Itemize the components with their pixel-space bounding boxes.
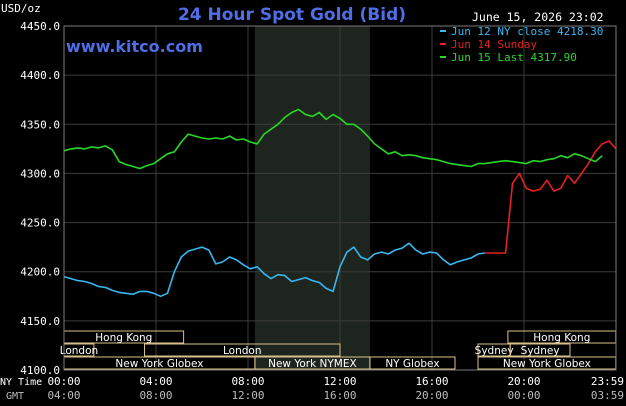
gmt-tick-label: 03:59 (591, 389, 624, 402)
y-tick-label: 4200.0 (20, 266, 60, 279)
ny-tick-label: 23:59 (591, 375, 624, 388)
gmt-tick-label: 12:00 (231, 389, 264, 402)
watermark-url: www.kitco.com (66, 37, 203, 56)
session-label: NY Globex (385, 358, 439, 370)
legend-entry: Jun 14 Sunday (451, 38, 537, 51)
gmt-tick-label: 08:00 (139, 389, 172, 402)
gmt-label: GMT (6, 391, 24, 402)
legend-entry: Jun 12 NY close 4218.30 (451, 25, 603, 38)
session-label: New York NYMEX (268, 358, 357, 370)
gmt-tick-label: 00:00 (507, 389, 540, 402)
x-tick-labels: NY TimeGMT00:0004:0004:0008:0008:0012:00… (0, 375, 624, 402)
session-box (509, 343, 571, 357)
y-axis-label: USD/oz (1, 2, 41, 15)
session-label: New York Globex (503, 358, 591, 370)
series-line-1 (484, 140, 617, 254)
session-label: London (60, 345, 99, 357)
nymex-highlight-band (254, 26, 370, 370)
ny-time-label: NY Time (0, 377, 42, 388)
series-line-2 (63, 108, 603, 170)
session-label: Hong Kong (533, 332, 590, 344)
y-tick-label: 4450.0 (20, 20, 60, 33)
grid-lines (64, 26, 616, 370)
y-tick-label: 4400.0 (20, 69, 60, 82)
gmt-tick-label: 16:00 (323, 389, 356, 402)
ny-tick-label: 08:00 (231, 375, 264, 388)
y-tick-label: 4100.0 (20, 364, 60, 377)
y-tick-label: 4300.0 (20, 167, 60, 180)
ny-tick-label: 04:00 (139, 375, 172, 388)
ny-tick-label: 20:00 (507, 375, 540, 388)
price-series (63, 108, 617, 298)
ny-tick-label: 00:00 (47, 375, 80, 388)
session-label: New York Globex (115, 358, 203, 370)
chart-timestamp: June 15, 2026 23:02 (472, 10, 604, 24)
session-label: Sydney (521, 345, 560, 357)
gmt-tick-label: 20:00 (415, 389, 448, 402)
ny-tick-label: 12:00 (323, 375, 356, 388)
session-box (144, 343, 341, 357)
session-label: Hong Kong (95, 332, 152, 344)
y-tick-label: 4350.0 (20, 118, 60, 131)
plot-frame (63, 25, 617, 371)
gmt-tick-label: 04:00 (47, 389, 80, 402)
session-label: Sydney (475, 345, 514, 357)
session-box (369, 356, 456, 370)
y-tick-label: 4150.0 (20, 315, 60, 328)
session-label: London (223, 345, 262, 357)
series-line-0 (63, 242, 486, 298)
legend-entry: Jun 15 Last 4317.90 (451, 51, 577, 64)
y-tick-label: 4250.0 (20, 217, 60, 230)
ny-tick-label: 16:00 (415, 375, 448, 388)
chart-title: 24 Hour Spot Gold (Bid) (178, 5, 406, 25)
y-tick-labels: 4450.0 4400.0 4350.0 4300.0 4250.0 4200.0 4150… (20, 20, 60, 377)
